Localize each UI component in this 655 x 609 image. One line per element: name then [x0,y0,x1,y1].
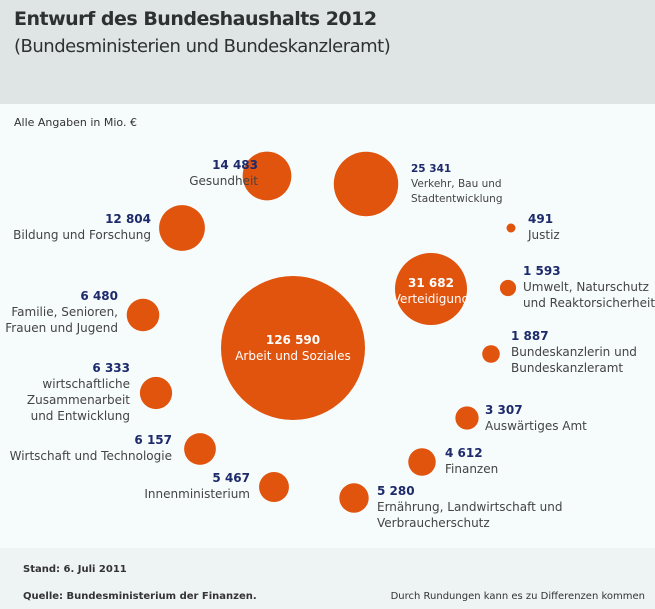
bubble-category: Bildung und Forschung [13,228,151,242]
unit-note: Alle Angaben in Mio. € [14,116,137,129]
bubble-value: 14 483 [212,158,258,172]
bubble [482,345,500,363]
bubble-category: Innenministerium [144,487,250,501]
bubble [455,406,479,430]
bubble-label: 5 280 Ernährung, Landwirtschaft und Verbr… [377,483,562,531]
bubble-value: 4 612 [445,446,483,460]
bubble-value: 25 341 [411,163,452,175]
bubble [159,205,205,251]
bubble-category: Umwelt, Naturschutz und Reaktorsicherhei… [523,280,655,310]
bubble-value: 12 804 [105,212,151,226]
bubble-value: 6 157 [134,433,172,447]
bubble-label: 25 341 Verkehr, Bau und Stadtentwicklung [411,162,502,207]
bubble-value: 5 280 [377,484,415,498]
bubble [221,276,365,420]
bubble [242,151,292,201]
source: Quelle: Bundesministerium der Finanzen. [23,591,257,602]
bubble-value: 6 333 [92,361,130,375]
bubble-category: Bundeskanzlerin und Bundeskanzleramt [511,345,637,375]
bubble-category: wirtschaftliche Zusammenarbeit und Entwi… [26,377,130,423]
bubble-category: Auswärtiges Amt [485,419,587,433]
rounding-note: Durch Rundungen kann es zu Differenzen k… [390,591,645,602]
bubble-category: Verkehr, Bau und Stadtentwicklung [411,178,503,205]
bubble-label: 1 887 Bundeskanzlerin und Bundeskanzleram… [511,328,637,376]
bubble-label: 4 612 Finanzen [445,445,498,477]
bubble [499,279,517,297]
bubble-label: 6 333 wirtschaftliche Zusammenarbeit und … [27,360,130,424]
bubble-category: Justiz [528,228,560,242]
bubble-category: Verteidigung [392,292,470,306]
bubble-value: 491 [528,212,554,226]
bubble-category: Ernährung, Landwirtschaft und Verbrauche… [377,500,563,530]
bubble-label: 14 483 Gesundheit [189,157,258,189]
bubble [184,433,216,465]
bubble [394,252,468,326]
bubble-category: Wirtschaft und Technologie [9,449,172,463]
bubble-label: 12 804 Bildung und Forschung [13,211,151,243]
bubble [259,472,289,502]
bubble [408,448,436,476]
bubble [333,151,399,217]
bubble-label: 5 467 Innenministerium [144,470,250,502]
bubble-value: 1 593 [523,264,561,278]
bubble-value: 1 887 [511,329,549,343]
bubble-label: 6 480 Familie, Senioren, Frauen und Jugen… [5,288,118,336]
bubble [339,483,369,513]
bubble-category: Finanzen [445,462,499,476]
bubble-label: 126 590 Arbeit und Soziales [233,332,353,364]
bubble-category: Arbeit und Soziales [235,349,351,363]
bubble-value: 3 307 [485,403,523,417]
bubble-category: Familie, Senioren, Frauen und Jugend [5,305,118,335]
bubble [506,223,516,233]
bubble-value: 31 682 [408,276,454,290]
bubble [126,298,160,332]
bubble-value: 6 480 [80,289,118,303]
chart-subtitle: (Bundesministerien und Bundeskanzleramt) [14,36,391,57]
chart-title: Entwurf des Bundeshaushalts 2012 [14,8,377,30]
bubble-label: 491 Justiz [528,211,560,243]
header: Entwurf des Bundeshaushalts 2012 (Bundes… [0,0,655,104]
bubble-label: 6 157 Wirtschaft und Technologie [10,432,172,464]
bubble-value: 5 467 [212,471,250,485]
bubble-category: Gesundheit [189,174,258,188]
bubble [139,376,173,410]
stand-date: Stand: 6. Juli 2011 [23,564,127,575]
bubble-label: 3 307 Auswärtiges Amt [485,402,587,434]
bubble-label: 31 682 Verteidigung [371,275,491,307]
bubble-value: 126 590 [265,333,321,347]
bubble-label: 1 593 Umwelt, Naturschutz und Reaktorsich… [523,263,655,311]
footer: Stand: 6. Juli 2011 Quelle: Bundesminist… [0,548,655,609]
